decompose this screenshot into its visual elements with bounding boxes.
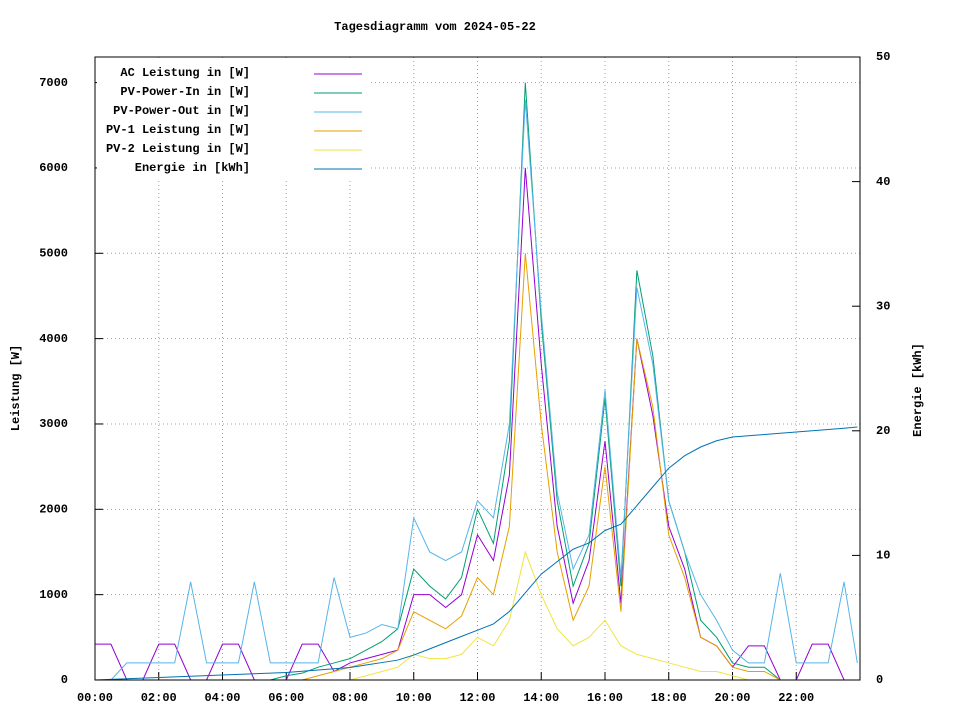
y-tick-label: 7000 xyxy=(39,76,68,90)
y2-axis-label: Energie [kWh] xyxy=(911,343,925,437)
legend-label: AC Leistung in [W] xyxy=(120,66,250,80)
x-tick-label: 14:00 xyxy=(523,691,559,705)
x-tick-label: 22:00 xyxy=(778,691,814,705)
x-tick-label: 20:00 xyxy=(714,691,750,705)
y2-tick-label: 0 xyxy=(876,673,883,687)
x-tick-label: 18:00 xyxy=(651,691,687,705)
legend-label: PV-2 Leistung in [W] xyxy=(106,142,250,156)
plot-frame xyxy=(94,56,861,681)
x-tick-label: 02:00 xyxy=(141,691,177,705)
chart-title: Tagesdiagramm vom 2024-05-22 xyxy=(334,20,536,34)
y-tick-label: 2000 xyxy=(39,502,68,516)
x-tick-label: 12:00 xyxy=(459,691,495,705)
legend-background xyxy=(97,59,370,180)
series-line xyxy=(95,167,858,681)
y-tick-label: 6000 xyxy=(39,161,68,175)
y-tick-label: 0 xyxy=(61,673,68,687)
y-axis-label: Leistung [W] xyxy=(9,345,23,431)
y2-tick-label: 30 xyxy=(876,299,890,313)
series-line xyxy=(95,99,858,681)
series-line xyxy=(94,426,858,681)
x-tick-label: 16:00 xyxy=(587,691,623,705)
x-tick-label: 00:00 xyxy=(77,691,113,705)
y-tick-label: 5000 xyxy=(39,246,68,260)
y-tick-label: 3000 xyxy=(39,417,68,431)
legend-label: PV-Power-Out in [W] xyxy=(113,104,250,118)
legend-label: PV-1 Leistung in [W] xyxy=(106,123,250,137)
x-tick-label: 08:00 xyxy=(332,691,368,705)
x-tick-label: 10:00 xyxy=(396,691,432,705)
x-tick-label: 04:00 xyxy=(204,691,240,705)
y2-tick-label: 40 xyxy=(876,175,890,189)
legend-label: Energie in [kWh] xyxy=(135,161,250,175)
y-tick-label: 4000 xyxy=(39,332,68,346)
y2-tick-label: 10 xyxy=(876,549,890,563)
y-tick-label: 1000 xyxy=(39,588,68,602)
y2-tick-label: 20 xyxy=(876,424,890,438)
series-line xyxy=(95,550,858,681)
y2-tick-label: 50 xyxy=(876,50,890,64)
legend-label: PV-Power-In in [W] xyxy=(120,85,250,99)
series-line xyxy=(95,253,858,681)
x-tick-label: 06:00 xyxy=(268,691,304,705)
